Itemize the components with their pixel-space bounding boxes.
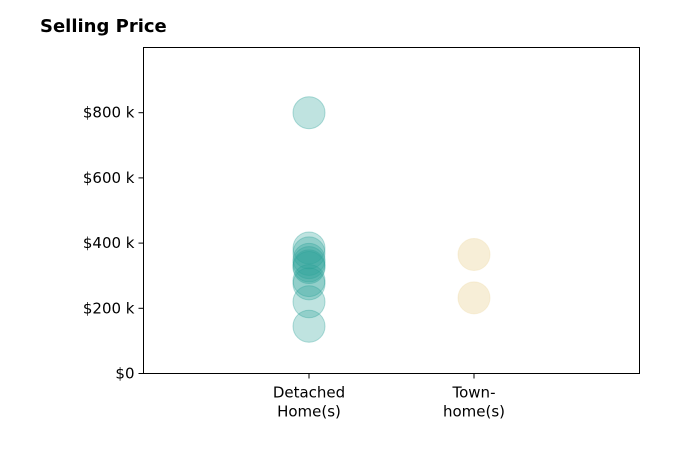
y-tick-label: $0 — [115, 365, 134, 383]
y-tick-label: $400 k — [83, 234, 135, 252]
data-point — [292, 249, 326, 283]
data-point — [457, 238, 491, 272]
y-tick-label: $600 k — [83, 169, 135, 187]
data-point — [292, 236, 326, 270]
data-point — [457, 281, 491, 315]
data-point — [292, 231, 326, 265]
chart-title: Selling Price — [40, 16, 167, 37]
data-point — [292, 251, 326, 285]
x-tick-label: Town- — [452, 384, 496, 402]
plot-frame — [143, 47, 640, 374]
data-point — [292, 246, 326, 280]
y-tick-label: $800 k — [83, 104, 135, 122]
data-point — [292, 242, 326, 276]
x-tick-label: Detached — [273, 384, 345, 402]
data-point — [292, 267, 326, 301]
x-tick-label: home(s) — [443, 403, 505, 421]
x-tick-label: Home(s) — [277, 403, 341, 421]
data-points-layer — [292, 96, 491, 343]
data-point — [292, 264, 326, 298]
y-axis: $0 $200 k $400 k $600 k $800 k — [83, 104, 144, 383]
data-point — [292, 309, 326, 343]
data-point — [292, 285, 326, 319]
data-point — [292, 96, 326, 130]
y-tick-label: $200 k — [83, 299, 135, 317]
